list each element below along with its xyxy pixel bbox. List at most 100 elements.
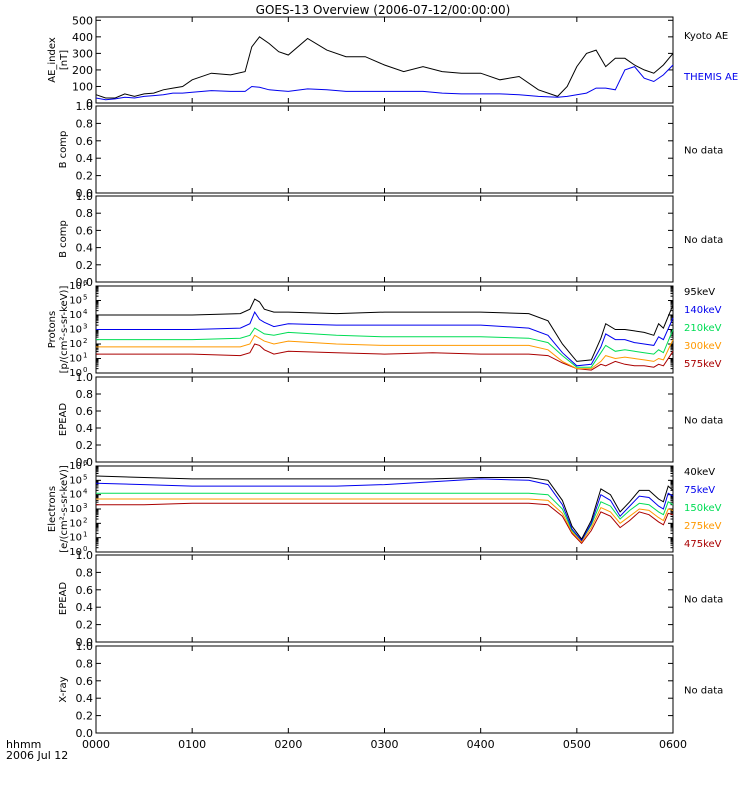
legend-475kev: 475keV <box>684 539 722 550</box>
y-tick-exponent: 0 <box>83 366 87 374</box>
y-tick-label: 10 <box>69 281 82 292</box>
panel-5: 1.0 0.8 0.6 0.4 0.2 0.0 EPEAD No data <box>58 371 723 469</box>
panel-frame <box>95 376 674 463</box>
y-tick-label: 10 <box>69 354 82 365</box>
y-tick-label: 0.2 <box>76 710 94 723</box>
y-tick-exponent: 6 <box>83 459 88 467</box>
no-data-label: No data <box>684 686 723 697</box>
y-tick-label: 0.8 <box>76 657 94 670</box>
y-tick-label: 500 <box>72 14 93 27</box>
y-tick-label: 0.4 <box>76 692 94 705</box>
y-tick-label: 400 <box>72 31 93 44</box>
y-tick-label: 0.2 <box>76 170 94 183</box>
y-tick-label: 0.6 <box>76 675 94 688</box>
y-tick-exponent: 6 <box>83 279 88 287</box>
series-line-40kev <box>95 475 674 541</box>
y-tick-label: 10 <box>69 461 82 472</box>
no-data-label: No data <box>684 595 723 606</box>
series-line-275kev <box>96 498 674 543</box>
legend-75kev: 75keV <box>684 485 715 496</box>
series-line-95kev <box>96 298 674 362</box>
y-axis-label: [nT] <box>59 50 70 70</box>
panel-8: 1.0 0.8 0.6 0.4 0.2 0.0 X-ray No data <box>58 640 723 740</box>
y-tick-label: 1.0 <box>76 100 94 113</box>
x-tick-label: 0000 <box>82 738 110 751</box>
panel-frame <box>95 195 674 283</box>
y-axis-label: X-ray <box>58 676 69 702</box>
legend-210kev: 210keV <box>684 323 722 334</box>
series-line-575kev <box>96 343 674 371</box>
y-tick-exponent: 3 <box>83 323 87 331</box>
y-tick-label: 10 <box>69 296 82 307</box>
y-tick-exponent: 1 <box>83 352 87 360</box>
x-tick-label: 0100 <box>178 738 206 751</box>
x-axis: 0000 0100 0200 0300 0400 0500 0600 <box>82 738 687 751</box>
y-tick-label: 0.0 <box>76 727 94 740</box>
y-tick-label: 0.0 <box>76 636 94 649</box>
panel-frame <box>95 16 674 104</box>
series-line-475kev <box>96 502 674 545</box>
panel-3: 1.0 0.8 0.6 0.4 0.2 0.0 B comp No data <box>58 190 723 289</box>
y-tick-label: 0.0 <box>76 187 94 200</box>
legend-themis-ae: THEMIS AE <box>683 72 738 83</box>
legend-95kev: 95keV <box>684 287 715 298</box>
legend-40kev: 40keV <box>684 467 715 478</box>
y-tick-label: 10 <box>69 339 82 350</box>
y-tick-label: 1.0 <box>76 640 94 653</box>
y-tick-label: 300 <box>72 47 93 60</box>
y-tick-label: 10 <box>69 325 82 336</box>
y-tick-exponent: 2 <box>83 337 87 345</box>
y-tick-label: 0.0 <box>76 276 94 289</box>
y-tick-label: 0.6 <box>76 224 94 237</box>
y-tick-label: 0.2 <box>76 619 94 632</box>
y-axis-label: [e/(cm²-s-sr-keV)] <box>59 465 70 553</box>
y-tick-exponent: 5 <box>83 473 87 481</box>
y-tick-label: 0.2 <box>76 259 94 272</box>
series-line-themis-ae <box>95 64 674 101</box>
y-tick-exponent: 3 <box>83 502 87 510</box>
y-tick-label: 0.4 <box>76 422 94 435</box>
y-tick-label: 0.6 <box>76 135 94 148</box>
y-axis-label: AE_index <box>47 37 58 83</box>
panel-frame <box>95 105 674 194</box>
x-tick-label: 0600 <box>659 738 687 751</box>
y-tick-label: 0.8 <box>76 117 94 130</box>
y-axis-label: Electrons <box>47 486 58 532</box>
y-tick-label: 10 <box>69 547 82 558</box>
legend-kyoto-ae: Kyoto AE <box>684 31 728 42</box>
x-tick-label: 0500 <box>563 738 591 751</box>
no-data-label: No data <box>684 416 723 427</box>
y-tick-label: 10 <box>69 533 82 544</box>
legend-140kev: 140keV <box>684 305 722 316</box>
y-tick-exponent: 2 <box>83 516 87 524</box>
y-tick-label: 0.8 <box>76 388 94 401</box>
legend-275kev: 275keV <box>684 521 722 532</box>
panel-frame <box>95 554 674 643</box>
no-data-label: No data <box>684 235 723 246</box>
legend-150kev: 150keV <box>684 503 722 514</box>
y-axis-label: EPEAD <box>58 403 69 437</box>
y-tick-label: 0.6 <box>76 405 94 418</box>
y-tick-label: 0.4 <box>76 152 94 165</box>
panel-7: 1.0 0.8 0.6 0.4 0.2 0.0 EPEAD No data <box>58 549 723 649</box>
series-line-75kev <box>95 478 674 542</box>
x-tick-label: 0300 <box>371 738 399 751</box>
panel-1: 500 400 300 200 100 0 AE_index [nT] Kyoto AE THEM… <box>47 14 738 110</box>
y-tick-label: 100 <box>72 80 93 93</box>
y-tick-exponent: 1 <box>83 531 87 539</box>
y-tick-label: 0.6 <box>76 584 94 597</box>
panel-2: 1.0 0.8 0.6 0.4 0.2 0.0 B comp No data <box>58 100 723 200</box>
y-tick-label: 0.8 <box>76 207 94 220</box>
y-tick-label: 1.0 <box>76 190 94 203</box>
y-tick-label: 0.0 <box>76 456 94 469</box>
chart-title: GOES-13 Overview (2006-07-12/00:00:00) <box>256 3 511 17</box>
y-axis-label: EPEAD <box>58 582 69 616</box>
series-line-kyoto-ae <box>95 36 674 99</box>
y-tick-label: 10 <box>69 368 82 379</box>
y-axis-label: B comp <box>58 131 69 169</box>
y-tick-label: 10 <box>69 310 82 321</box>
y-axis-label: B comp <box>58 220 69 258</box>
